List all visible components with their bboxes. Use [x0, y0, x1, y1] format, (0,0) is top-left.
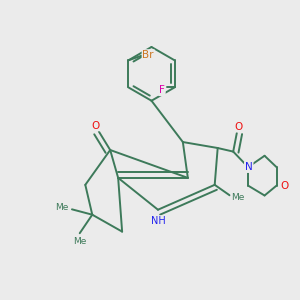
Text: Me: Me [55, 203, 68, 212]
Text: O: O [91, 121, 99, 130]
Text: F: F [159, 85, 165, 95]
Text: Me: Me [231, 193, 245, 202]
Text: Br: Br [142, 50, 154, 60]
Text: Me: Me [73, 237, 86, 246]
Text: N: N [245, 162, 253, 172]
Text: O: O [280, 181, 289, 190]
Text: NH: NH [151, 216, 165, 226]
Text: O: O [234, 122, 242, 131]
